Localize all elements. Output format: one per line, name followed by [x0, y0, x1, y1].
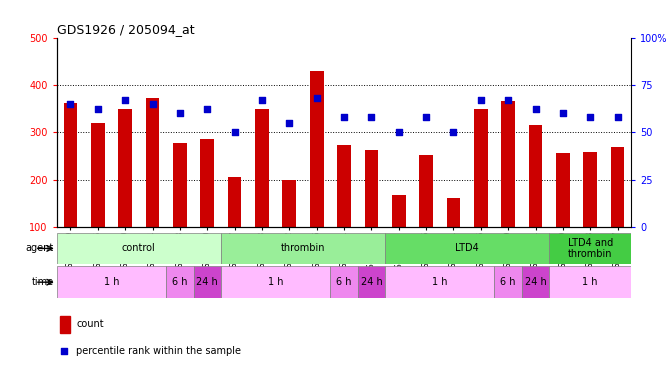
Bar [59, 316, 70, 333]
Text: 6 h: 6 h [336, 277, 352, 287]
Point [92, 106, 103, 112]
Text: thrombin: thrombin [281, 243, 325, 254]
Bar [522, 266, 549, 298]
Text: GDS1926 / 205094_at: GDS1926 / 205094_at [57, 23, 194, 36]
Bar [392, 195, 405, 227]
Bar [173, 142, 187, 227]
Text: 24 h: 24 h [361, 277, 382, 287]
Point [65, 101, 75, 107]
Bar [494, 266, 522, 298]
Bar [447, 198, 460, 227]
Point [257, 97, 267, 103]
Bar [200, 139, 214, 227]
Point [393, 129, 404, 135]
Bar [583, 152, 597, 227]
Point [421, 114, 432, 120]
Bar [556, 153, 570, 227]
Text: percentile rank within the sample: percentile rank within the sample [76, 346, 241, 356]
Bar [528, 125, 542, 227]
Point [448, 129, 459, 135]
Bar [611, 147, 625, 227]
Bar [146, 98, 160, 227]
Bar [57, 266, 166, 298]
Point [476, 97, 486, 103]
Bar [63, 103, 77, 227]
Point [59, 348, 69, 354]
Point [174, 110, 185, 116]
Bar [255, 108, 269, 227]
Point [284, 120, 295, 126]
Bar [331, 266, 357, 298]
Point [366, 114, 377, 120]
Text: time: time [31, 277, 53, 287]
Point [558, 110, 568, 116]
Point [311, 95, 322, 101]
Text: agent: agent [25, 243, 53, 254]
Bar [57, 232, 221, 264]
Point [147, 101, 158, 107]
Bar [221, 232, 385, 264]
Bar [221, 266, 331, 298]
Bar [385, 266, 494, 298]
Text: 24 h: 24 h [524, 277, 546, 287]
Bar [310, 70, 323, 227]
Point [613, 114, 623, 120]
Text: 1 h: 1 h [432, 277, 448, 287]
Bar [91, 123, 105, 227]
Point [339, 114, 349, 120]
Point [202, 106, 212, 112]
Bar [474, 108, 488, 227]
Bar [337, 146, 351, 227]
Bar [118, 108, 132, 227]
Point [229, 129, 240, 135]
Bar [194, 266, 221, 298]
Point [530, 106, 541, 112]
Bar [166, 266, 194, 298]
Text: LTD4: LTD4 [456, 243, 479, 254]
Point [585, 114, 596, 120]
Bar [501, 101, 515, 227]
Text: 6 h: 6 h [500, 277, 516, 287]
Bar [357, 266, 385, 298]
Text: 1 h: 1 h [582, 277, 598, 287]
Bar [283, 180, 296, 227]
Text: LTD4 and
thrombin: LTD4 and thrombin [568, 238, 613, 259]
Text: 1 h: 1 h [104, 277, 120, 287]
Text: 6 h: 6 h [172, 277, 188, 287]
Point [503, 97, 514, 103]
Text: 1 h: 1 h [268, 277, 283, 287]
Bar [420, 155, 433, 227]
Bar [365, 150, 378, 227]
Bar [228, 177, 241, 227]
Bar [385, 232, 549, 264]
Text: count: count [76, 319, 104, 329]
Text: control: control [122, 243, 156, 254]
Bar [549, 232, 631, 264]
Text: 24 h: 24 h [196, 277, 218, 287]
Point [120, 97, 130, 103]
Bar [549, 266, 631, 298]
